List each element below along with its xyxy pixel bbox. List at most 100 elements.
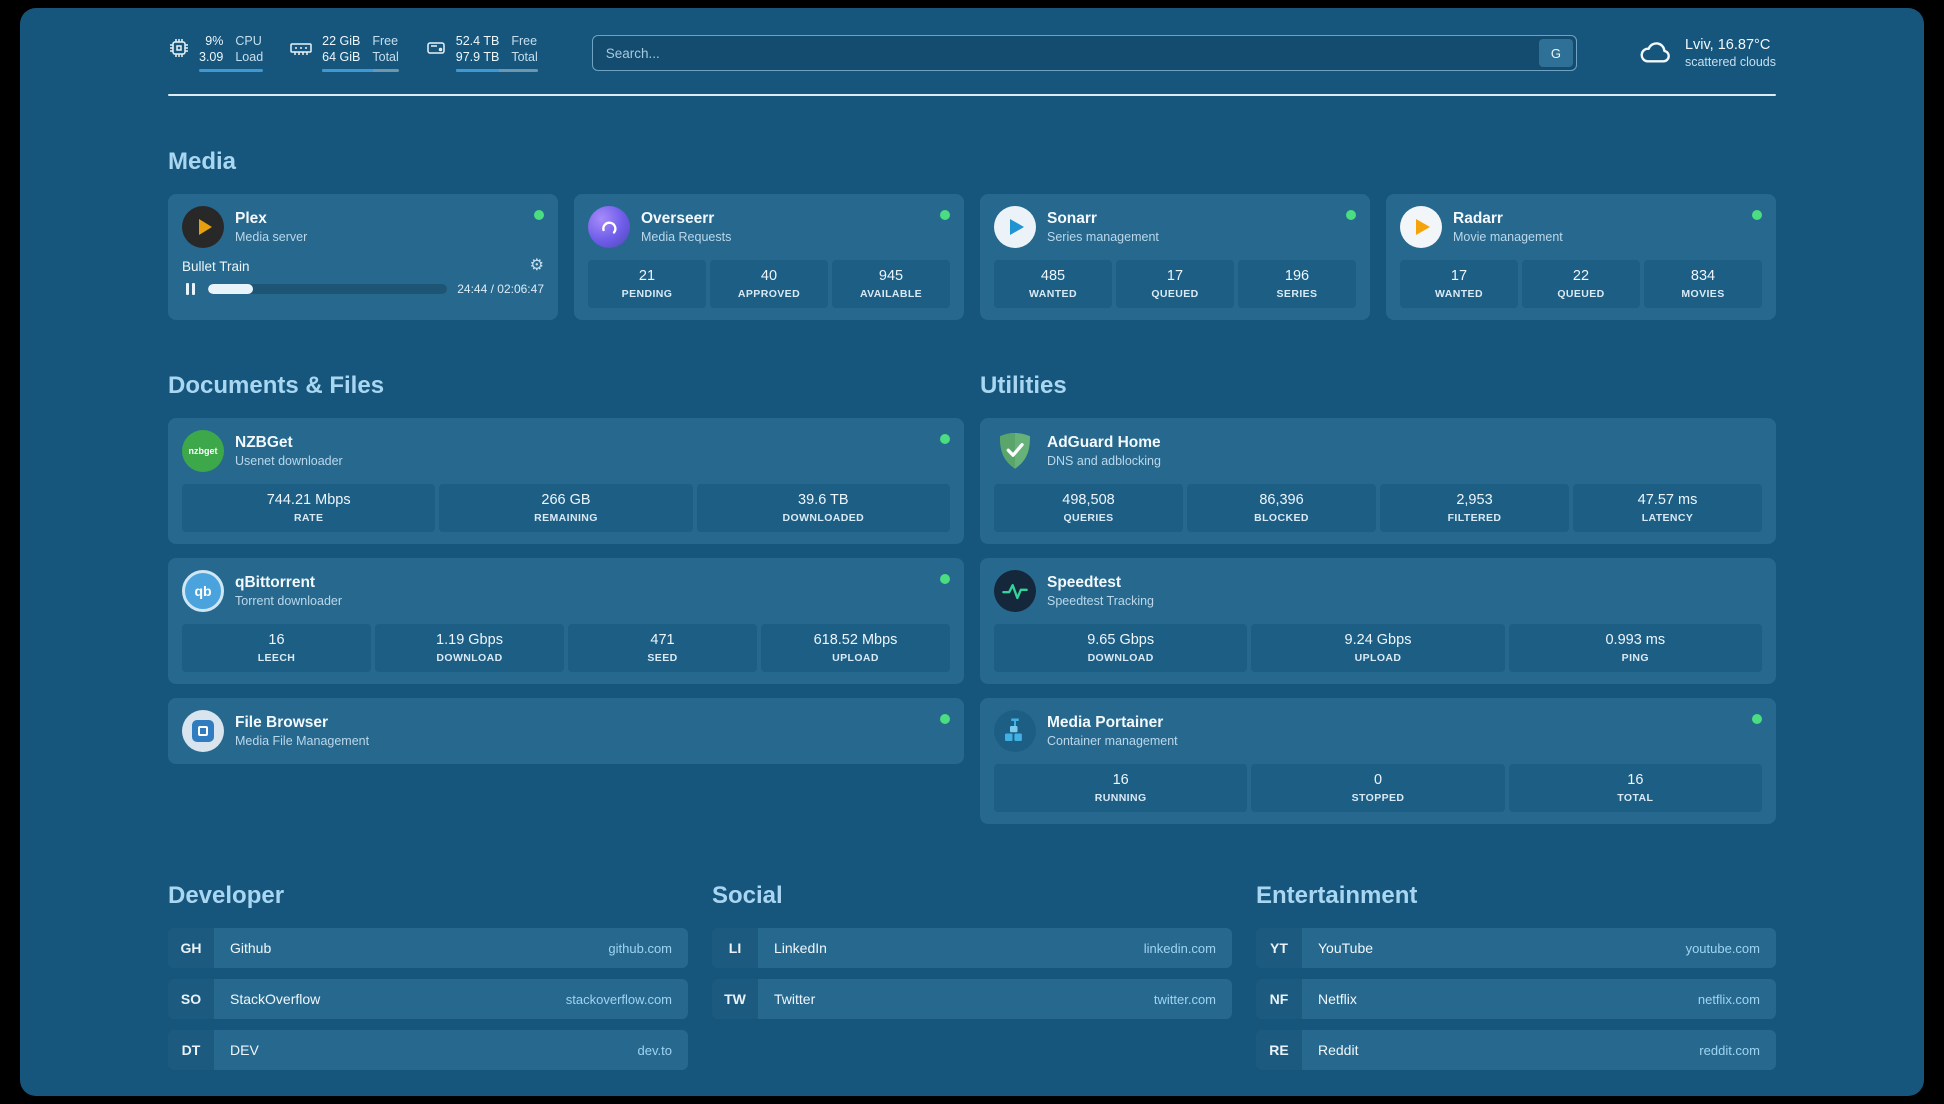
stat-movies: 834 MOVIES xyxy=(1644,260,1762,308)
app-subtitle: Media Requests xyxy=(641,230,732,244)
app-subtitle: Container management xyxy=(1047,734,1178,748)
cloud-icon xyxy=(1637,36,1675,71)
bookmark-name: LinkedIn xyxy=(774,940,827,956)
github-icon: GH xyxy=(168,928,214,968)
bookmark-group-social: Social LI LinkedIn linkedin.com TW Twitt… xyxy=(712,882,1232,1081)
playback-progress-bar[interactable] xyxy=(208,284,448,294)
app-card-overseerr[interactable]: Overseerr Media Requests 21 PENDING 40 A… xyxy=(574,194,964,320)
stat-remaining: 266 GB REMAINING xyxy=(439,484,693,532)
bookmark-url: dev.to xyxy=(637,1042,672,1058)
bookmark-dev[interactable]: DT DEV dev.to xyxy=(168,1030,688,1070)
stats-row: 498,508 QUERIES 86,396 BLOCKED 2,953 FIL… xyxy=(994,484,1762,532)
stat-wanted: 485 WANTED xyxy=(994,260,1112,308)
stat-available: 945 AVAILABLE xyxy=(832,260,950,308)
pause-button[interactable] xyxy=(182,283,198,295)
ram-free-value: 22 GiB xyxy=(322,34,361,48)
app-subtitle: Movie management xyxy=(1453,230,1563,244)
bookmark-url: linkedin.com xyxy=(1143,940,1216,956)
gear-icon[interactable]: ⚙ xyxy=(529,257,544,274)
bookmark-youtube[interactable]: YT YouTube youtube.com xyxy=(1256,928,1776,968)
app-card-plex[interactable]: Plex Media server Bullet Train ⚙ 24:44 /… xyxy=(168,194,558,320)
youtube-icon: YT xyxy=(1256,928,1302,968)
disk-usage-bar xyxy=(455,69,538,72)
bookmark-github[interactable]: GH Github github.com xyxy=(168,928,688,968)
dev-icon: DT xyxy=(168,1030,214,1070)
adguard-icon xyxy=(994,430,1036,472)
bookmark-name: Reddit xyxy=(1318,1042,1359,1058)
ram-total-value: 64 GiB xyxy=(322,50,361,64)
bookmark-netflix[interactable]: NF Netflix netflix.com xyxy=(1256,979,1776,1019)
stat-downloaded: 39.6 TB DOWNLOADED xyxy=(696,484,950,532)
bookmark-name: StackOverflow xyxy=(230,991,321,1007)
bookmark-linkedin[interactable]: LI LinkedIn linkedin.com xyxy=(712,928,1232,968)
app-name: Speedtest xyxy=(1047,574,1122,591)
main-content: Media Plex Media server Bullet Train ⚙ xyxy=(20,148,1924,1096)
app-name: NZBGet xyxy=(235,434,293,451)
weather-location: Lviv, 16.87°C xyxy=(1684,37,1771,53)
app-subtitle: Media server xyxy=(235,230,308,244)
app-card-qbittorrent[interactable]: qb qBittorrent Torrent downloader 16 LEE… xyxy=(168,558,964,684)
stat-wanted: 17 WANTED xyxy=(1400,260,1518,308)
stat-queries: 498,508 QUERIES xyxy=(994,484,1183,532)
app-card-filebrowser[interactable]: File Browser Media File Management xyxy=(168,698,964,764)
ram-free-label: Free xyxy=(372,34,399,48)
section-title-social: Social xyxy=(712,882,783,909)
app-subtitle: Speedtest Tracking xyxy=(1047,594,1155,608)
bookmark-name: DEV xyxy=(230,1042,259,1058)
stats-row: 9.65 Gbps DOWNLOAD 9.24 Gbps UPLOAD 0.99… xyxy=(994,624,1762,672)
app-name: Radarr xyxy=(1453,210,1503,227)
app-name: Sonarr xyxy=(1047,210,1097,227)
linkedin-icon: LI xyxy=(712,928,758,968)
stat-filtered: 2,953 FILTERED xyxy=(1380,484,1569,532)
ram-total-label: Total xyxy=(372,50,399,64)
disk-icon xyxy=(425,34,447,64)
netflix-icon: NF xyxy=(1256,979,1302,1019)
stat-queued: 22 QUEUED xyxy=(1522,260,1640,308)
app-name: Media Portainer xyxy=(1047,714,1164,731)
cpu-label: CPU xyxy=(235,34,262,48)
topbar-divider xyxy=(168,94,1776,96)
status-indicator xyxy=(1752,210,1762,220)
stat-running: 16 RUNNING xyxy=(994,764,1248,812)
search-input[interactable] xyxy=(595,45,1539,61)
section-title-utilities: Utilities xyxy=(980,372,1067,399)
weather-condition: scattered clouds xyxy=(1684,55,1776,69)
app-subtitle: Usenet downloader xyxy=(235,454,343,468)
bookmark-reddit[interactable]: RE Reddit reddit.com xyxy=(1256,1030,1776,1070)
section-title-media: Media xyxy=(168,148,237,175)
bookmark-url: twitter.com xyxy=(1153,991,1216,1007)
status-indicator xyxy=(940,714,950,724)
utilities-column: Utilities AdGuard Home xyxy=(980,320,1776,838)
topbar: 9% 3.09 CPU Load xyxy=(20,8,1924,72)
playback-time: 24:44 / 02:06:47 xyxy=(457,282,544,296)
bookmark-url: reddit.com xyxy=(1699,1042,1760,1058)
app-name: File Browser xyxy=(235,714,329,731)
bookmark-name: Twitter xyxy=(774,991,816,1007)
ram-icon xyxy=(289,34,313,64)
section-title-developer: Developer xyxy=(168,882,285,909)
app-card-nzbget[interactable]: nzbget NZBGet Usenet downloader 744.21 M… xyxy=(168,418,964,544)
stat-upload: 618.52 Mbps UPLOAD xyxy=(761,624,950,672)
cpu-chip-icon xyxy=(168,34,190,64)
app-card-radarr[interactable]: Radarr Movie management 17 WANTED 22 QUE… xyxy=(1386,194,1776,320)
stat-pending: 21 PENDING xyxy=(588,260,706,308)
app-card-adguard[interactable]: AdGuard Home DNS and adblocking 498,508 … xyxy=(980,418,1776,544)
bookmark-url: github.com xyxy=(608,940,672,956)
stackoverflow-icon: SO xyxy=(168,979,214,1019)
section-title-documents: Documents & Files xyxy=(168,372,385,399)
search-engine-button[interactable]: G xyxy=(1538,39,1573,67)
app-name: Overseerr xyxy=(641,210,715,227)
stat-ping: 0.993 ms PING xyxy=(1508,624,1762,672)
app-name: qBittorrent xyxy=(235,574,316,591)
app-card-sonarr[interactable]: Sonarr Series management 485 WANTED 17 Q… xyxy=(980,194,1370,320)
cpu-load-label: Load xyxy=(235,50,264,64)
bookmark-twitter[interactable]: TW Twitter twitter.com xyxy=(712,979,1232,1019)
stat-seed: 471 SEED xyxy=(568,624,757,672)
documents-column: Documents & Files nzbget NZBGet Usenet d… xyxy=(168,320,964,778)
app-card-portainer[interactable]: Media Portainer Container management 16 … xyxy=(980,698,1776,824)
search-bar: G xyxy=(591,35,1577,71)
app-card-speedtest[interactable]: Speedtest Speedtest Tracking 9.65 Gbps D… xyxy=(980,558,1776,684)
bookmark-stackoverflow[interactable]: SO StackOverflow stackoverflow.com xyxy=(168,979,688,1019)
app-subtitle: Media File Management xyxy=(235,734,370,748)
stat-series: 196 SERIES xyxy=(1238,260,1356,308)
